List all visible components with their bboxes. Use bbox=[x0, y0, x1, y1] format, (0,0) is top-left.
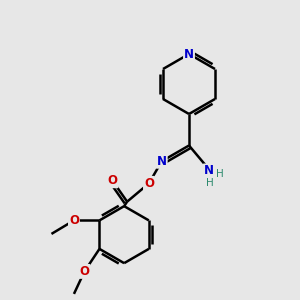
Text: H: H bbox=[216, 169, 224, 179]
Text: N: N bbox=[157, 155, 167, 168]
Text: N: N bbox=[184, 47, 194, 61]
Text: O: O bbox=[69, 214, 79, 227]
Text: O: O bbox=[107, 174, 118, 187]
Text: H: H bbox=[206, 178, 214, 188]
Text: O: O bbox=[80, 265, 89, 278]
Text: O: O bbox=[144, 177, 154, 190]
Text: N: N bbox=[204, 164, 214, 177]
